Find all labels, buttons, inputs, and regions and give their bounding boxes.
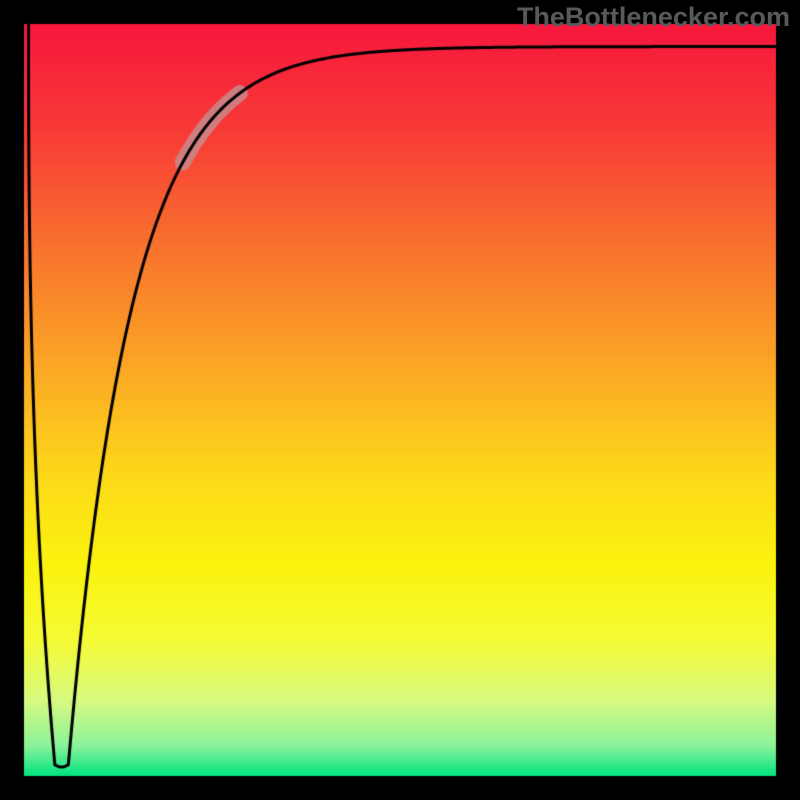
chart-wrapper: TheBottlenecker.com [0,0,800,800]
bottleneck-chart-canvas [0,0,800,800]
